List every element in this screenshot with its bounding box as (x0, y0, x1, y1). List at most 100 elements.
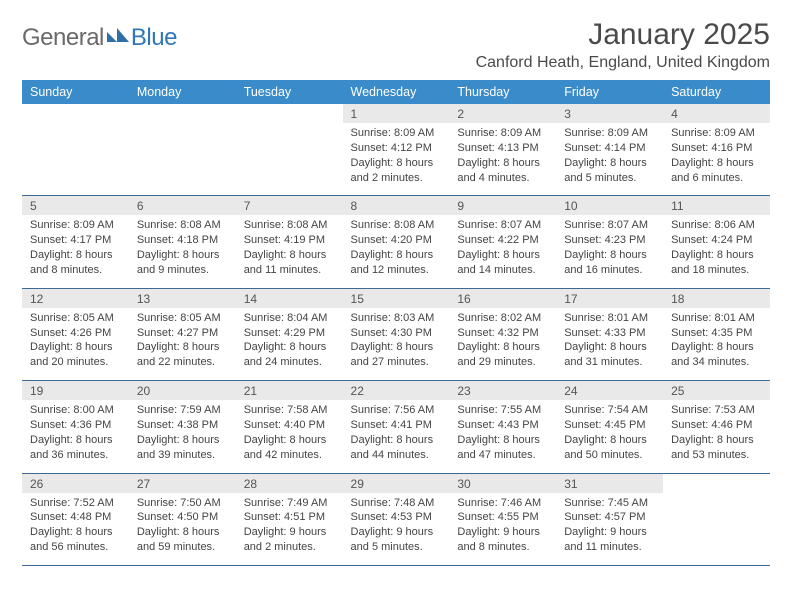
sunrise-line: Sunrise: 8:04 AM (244, 311, 335, 326)
daylight-line: Daylight: 8 hours and 11 minutes. (244, 248, 335, 278)
sunrise-line: Sunrise: 8:03 AM (351, 311, 442, 326)
day-number-cell: 30 (449, 473, 556, 493)
sunrise-line: Sunrise: 8:07 AM (457, 218, 548, 233)
sunrise-line: Sunrise: 8:07 AM (564, 218, 655, 233)
day-info-row: Sunrise: 8:09 AMSunset: 4:17 PMDaylight:… (22, 215, 770, 288)
day-number-cell: 23 (449, 381, 556, 401)
sunset-line: Sunset: 4:29 PM (244, 326, 335, 341)
day-number-cell: 13 (129, 288, 236, 308)
day-info-row: Sunrise: 7:52 AMSunset: 4:48 PM Daylight:… (22, 493, 770, 566)
day-header: Friday (556, 80, 663, 104)
day-number-row: 567891011 (22, 196, 770, 216)
day-info-cell (129, 123, 236, 196)
day-number-cell: 19 (22, 381, 129, 401)
day-info-cell: Sunrise: 8:06 AMSunset: 4:24 PMDaylight:… (663, 215, 770, 288)
day-info-cell: Sunrise: 8:05 AMSunset: 4:26 PMDaylight:… (22, 308, 129, 381)
daylight-line: Daylight: 8 hours and 59 minutes. (137, 525, 228, 555)
day-number-cell: 9 (449, 196, 556, 216)
sunrise-line: Sunrise: 7:45 AM (564, 496, 655, 511)
day-header: Monday (129, 80, 236, 104)
day-number-cell: 24 (556, 381, 663, 401)
daylight-line: Daylight: 8 hours and 8 minutes. (30, 248, 121, 278)
daylight-line: Daylight: 8 hours and 42 minutes. (244, 433, 335, 463)
logo-word1: General (22, 24, 104, 52)
sunset-line: Sunset: 4:12 PM (351, 141, 442, 156)
sunset-line: Sunset: 4:43 PM (457, 418, 548, 433)
sunrise-line: Sunrise: 7:58 AM (244, 403, 335, 418)
sunset-line: Sunset: 4:38 PM (137, 418, 228, 433)
day-info-cell: Sunrise: 7:53 AMSunset: 4:46 PMDaylight:… (663, 400, 770, 473)
sunrise-line: Sunrise: 8:05 AM (137, 311, 228, 326)
day-number-cell: 27 (129, 473, 236, 493)
sunset-line: Sunset: 4:48 PM (30, 510, 121, 525)
sunrise-line: Sunrise: 8:08 AM (137, 218, 228, 233)
day-info-cell: Sunrise: 8:09 AMSunset: 4:12 PMDaylight:… (343, 123, 450, 196)
day-info-cell: Sunrise: 8:09 AMSunset: 4:16 PMDaylight:… (663, 123, 770, 196)
sunset-line: Sunset: 4:20 PM (351, 233, 442, 248)
logo: General Blue (22, 24, 177, 52)
day-number-row: 19202122232425 (22, 381, 770, 401)
sunrise-line: Sunrise: 8:09 AM (457, 126, 548, 141)
month-title: January 2025 (476, 18, 770, 52)
day-info-cell: Sunrise: 7:59 AMSunset: 4:38 PMDaylight:… (129, 400, 236, 473)
daylight-line: Daylight: 8 hours and 9 minutes. (137, 248, 228, 278)
sunset-line: Sunset: 4:19 PM (244, 233, 335, 248)
sunrise-line: Sunrise: 7:56 AM (351, 403, 442, 418)
sunrise-line: Sunrise: 8:00 AM (30, 403, 121, 418)
day-number-cell: 12 (22, 288, 129, 308)
day-number-row: 12131415161718 (22, 288, 770, 308)
day-number-cell: 3 (556, 104, 663, 123)
day-number-cell: 18 (663, 288, 770, 308)
day-info-cell (22, 123, 129, 196)
day-number-cell: 14 (236, 288, 343, 308)
day-number-cell: 15 (343, 288, 450, 308)
daylight-line: Daylight: 8 hours and 18 minutes. (671, 248, 762, 278)
day-info-row: Sunrise: 8:00 AMSunset: 4:36 PMDaylight:… (22, 400, 770, 473)
day-number-row: 1234 (22, 104, 770, 123)
sunrise-line: Sunrise: 7:54 AM (564, 403, 655, 418)
day-info-cell: Sunrise: 7:50 AMSunset: 4:50 PMDaylight:… (129, 493, 236, 566)
daylight-line: Daylight: 8 hours and 12 minutes. (351, 248, 442, 278)
sunrise-line: Sunrise: 8:01 AM (671, 311, 762, 326)
day-info-cell: Sunrise: 7:58 AMSunset: 4:40 PMDaylight:… (236, 400, 343, 473)
day-number-cell: 29 (343, 473, 450, 493)
day-info-cell: Sunrise: 7:48 AMSunset: 4:53 PMDaylight:… (343, 493, 450, 566)
day-info-cell (663, 493, 770, 566)
day-number-cell: 2 (449, 104, 556, 123)
header: General Blue January 2025 Canford Heath,… (22, 18, 770, 72)
day-info-row: Sunrise: 8:09 AMSunset: 4:12 PMDaylight:… (22, 123, 770, 196)
sunset-line: Sunset: 4:14 PM (564, 141, 655, 156)
day-number-cell (129, 104, 236, 123)
day-info-cell: Sunrise: 7:45 AMSunset: 4:57 PMDaylight:… (556, 493, 663, 566)
day-number-cell: 6 (129, 196, 236, 216)
day-info-cell: Sunrise: 7:49 AMSunset: 4:51 PMDaylight:… (236, 493, 343, 566)
daylight-line: Daylight: 8 hours and 2 minutes. (351, 156, 442, 186)
daylight-line: Daylight: 8 hours and 27 minutes. (351, 340, 442, 370)
sunset-line: Sunset: 4:18 PM (137, 233, 228, 248)
sunrise-line: Sunrise: 7:52 AM (30, 496, 121, 511)
sunset-line: Sunset: 4:17 PM (30, 233, 121, 248)
sunrise-line: Sunrise: 7:50 AM (137, 496, 228, 511)
day-info-cell: Sunrise: 8:03 AMSunset: 4:30 PMDaylight:… (343, 308, 450, 381)
day-number-cell: 4 (663, 104, 770, 123)
daylight-line: Daylight: 9 hours and 5 minutes. (351, 525, 442, 555)
week: 1234Sunrise: 8:09 AMSunset: 4:12 PMDayli… (22, 104, 770, 196)
day-info-cell: Sunrise: 8:04 AMSunset: 4:29 PMDaylight:… (236, 308, 343, 381)
location: Canford Heath, England, United Kingdom (476, 54, 770, 72)
day-header: Tuesday (236, 80, 343, 104)
day-info-cell: Sunrise: 8:09 AMSunset: 4:13 PMDaylight:… (449, 123, 556, 196)
day-info-cell: Sunrise: 7:56 AMSunset: 4:41 PMDaylight:… (343, 400, 450, 473)
day-number-cell (22, 104, 129, 123)
logo-word2: Blue (131, 24, 177, 52)
sunset-line: Sunset: 4:22 PM (457, 233, 548, 248)
daylight-line: Daylight: 8 hours and 34 minutes. (671, 340, 762, 370)
daylight-line: Daylight: 8 hours and 22 minutes. (137, 340, 228, 370)
daylight-line: Daylight: 8 hours and 20 minutes. (30, 340, 121, 370)
day-info-cell: Sunrise: 8:08 AMSunset: 4:18 PMDaylight:… (129, 215, 236, 288)
daylight-line: Daylight: 8 hours and 6 minutes. (671, 156, 762, 186)
sunrise-line: Sunrise: 8:09 AM (30, 218, 121, 233)
day-number-cell: 28 (236, 473, 343, 493)
day-header: Saturday (663, 80, 770, 104)
sunset-line: Sunset: 4:30 PM (351, 326, 442, 341)
sunrise-line: Sunrise: 7:59 AM (137, 403, 228, 418)
